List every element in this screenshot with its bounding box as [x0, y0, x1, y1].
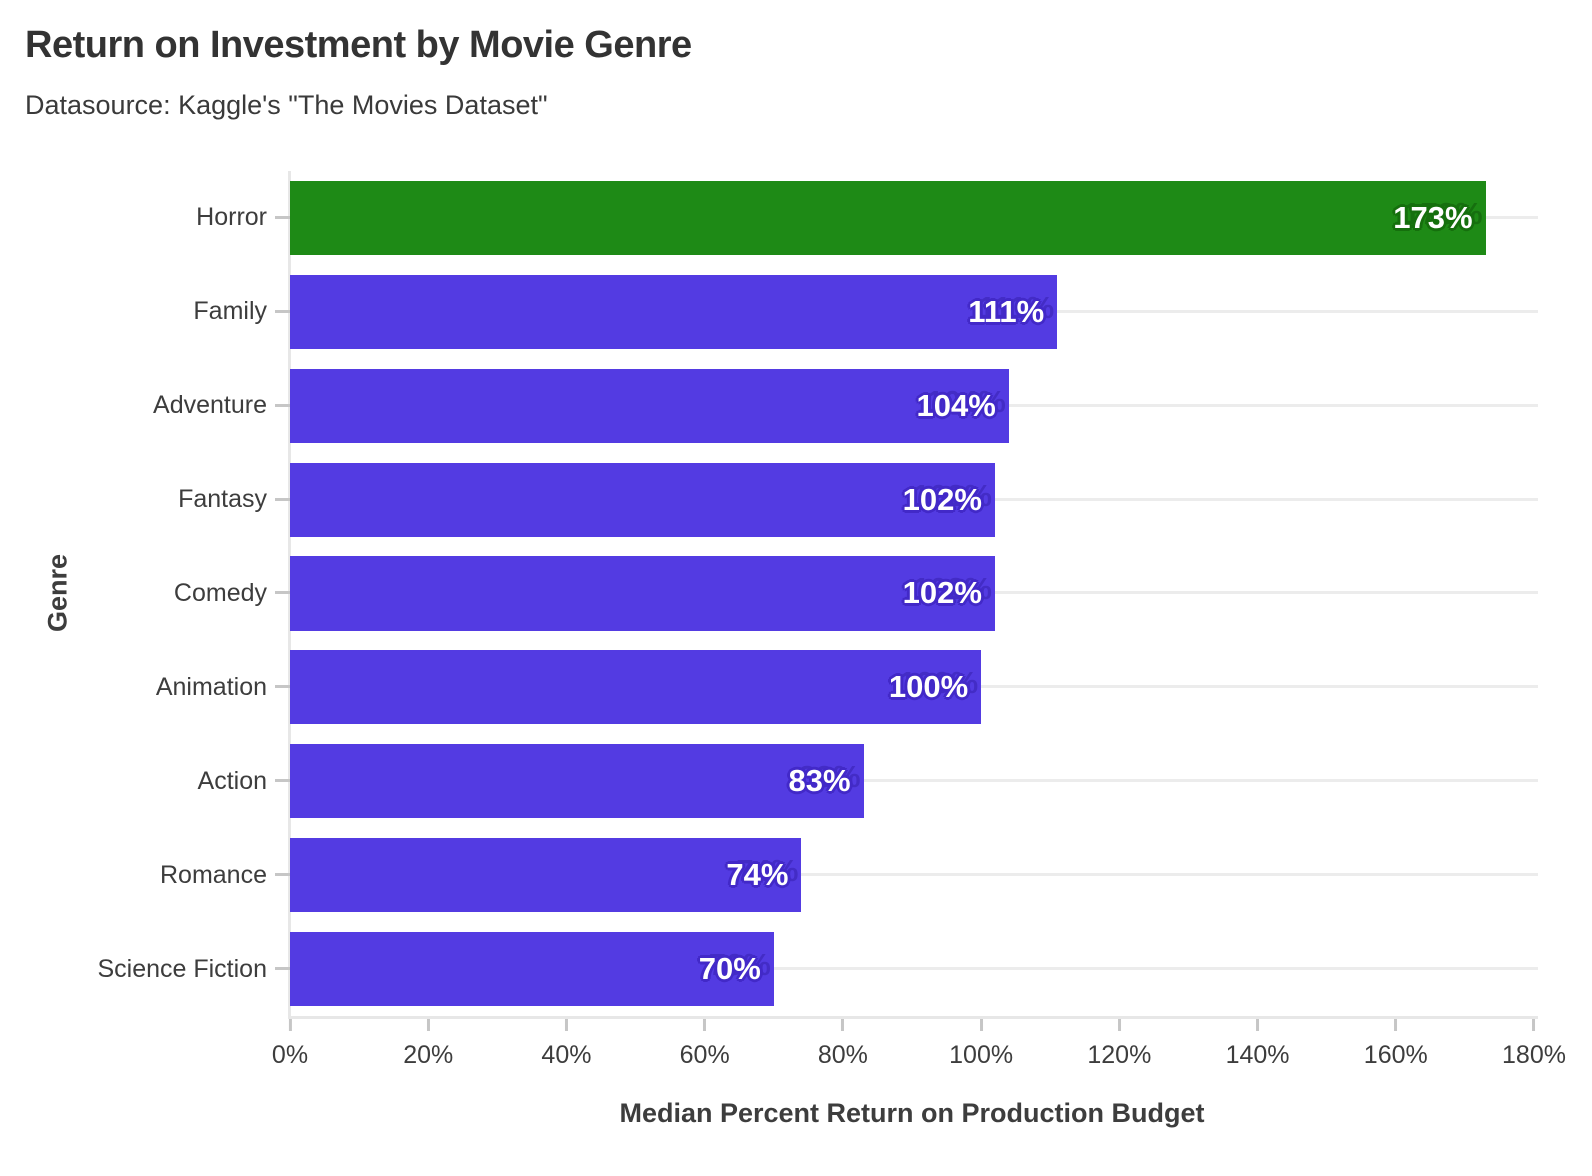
- x-tick-80: 80%: [818, 1019, 868, 1070]
- x-tick-120: 120%: [1087, 1019, 1151, 1070]
- x-axis: 0% 20% 40% 60% 80% 100% 120% 140% 160% 180%: [272, 1019, 1566, 1099]
- category-row-action: Action 83%: [198, 734, 1538, 828]
- category-label: Science Fiction: [97, 954, 267, 983]
- gridline: [290, 873, 1538, 877]
- bar-value-label: 70%: [698, 951, 761, 987]
- bar-value-label: 102%: [902, 575, 982, 611]
- category-row-family: Family 111%: [193, 265, 1538, 359]
- bar-comedy: 102%: [290, 556, 995, 631]
- bar-animation: 100%: [290, 650, 982, 725]
- y-tick-mark: [275, 873, 290, 877]
- plot-area: Horror 173% Family 111% Adventure 104% Fantasy…: [97, 171, 1538, 1016]
- bar-romance: 74%: [290, 838, 802, 913]
- y-axis-title: Genre: [42, 553, 73, 633]
- bar-value-label: 74%: [726, 857, 789, 893]
- x-tick-mark: [426, 1019, 430, 1031]
- category-label: Romance: [160, 860, 267, 889]
- gridline: [290, 967, 1538, 971]
- chart-title: Return on Investment by Movie Genre: [25, 24, 692, 66]
- gridline: [290, 779, 1538, 783]
- category-row-fantasy: Fantasy 102%: [178, 453, 1538, 547]
- x-tick-60: 60%: [680, 1019, 730, 1070]
- x-tick-label: 100%: [949, 1041, 1014, 1069]
- category-row-adventure: Adventure 104%: [153, 359, 1538, 453]
- bar-value-label: 83%: [788, 763, 851, 799]
- category-label: Horror: [196, 203, 267, 232]
- x-tick-0: 0%: [272, 1019, 308, 1070]
- x-tick-label: 160%: [1363, 1041, 1428, 1069]
- chart-subtitle: Datasource: Kaggle's "The Movies Dataset…: [25, 90, 548, 120]
- x-tick-40: 40%: [541, 1019, 591, 1070]
- x-tick-label: 0%: [271, 1041, 309, 1069]
- x-tick-label: 120%: [1087, 1041, 1152, 1069]
- x-tick-140: 140%: [1226, 1019, 1290, 1070]
- x-tick-label: 40%: [541, 1041, 592, 1069]
- bar-horror: 173%: [290, 180, 1486, 255]
- category-label: Family: [193, 297, 267, 326]
- category-row-horror: Horror 173%: [196, 171, 1538, 265]
- x-axis-title: Median Percent Return on Production Budg…: [619, 1098, 1205, 1128]
- y-tick-mark: [275, 309, 290, 313]
- bar-value-label: 104%: [916, 387, 996, 423]
- bar-value-label: 100%: [888, 669, 969, 705]
- bar-value-label: 111%: [968, 293, 1045, 329]
- bar-action: 83%: [290, 744, 864, 819]
- bar-fantasy: 102%: [290, 462, 995, 537]
- x-tick-mark: [703, 1019, 707, 1031]
- x-tick-label: 140%: [1225, 1041, 1290, 1069]
- y-tick-mark: [275, 497, 290, 501]
- category-label: Fantasy: [178, 485, 267, 514]
- y-tick-mark: [275, 591, 290, 595]
- category-row-science-fiction: Science Fiction 70%: [97, 922, 1538, 1016]
- x-tick-label: 60%: [679, 1041, 730, 1069]
- x-tick-180: 180%: [1502, 1019, 1566, 1070]
- x-tick-mark: [841, 1019, 845, 1031]
- category-label: Comedy: [173, 578, 267, 607]
- y-tick-mark: [275, 403, 290, 407]
- x-axis-line: [288, 1016, 1538, 1019]
- bar-adventure: 104%: [290, 368, 1009, 443]
- category-label: Action: [197, 766, 267, 795]
- x-tick-mark: [1117, 1019, 1121, 1031]
- x-tick-160: 160%: [1364, 1019, 1428, 1070]
- y-axis-line: [288, 171, 291, 1019]
- x-tick-mark: [564, 1019, 568, 1031]
- category-row-romance: Romance 74%: [160, 828, 1538, 922]
- x-tick-mark: [1394, 1019, 1398, 1031]
- y-tick-mark: [275, 685, 290, 689]
- y-tick-mark: [275, 967, 290, 971]
- x-tick-label: 80%: [817, 1041, 868, 1069]
- x-tick-20: 20%: [403, 1019, 453, 1070]
- x-tick-label: 20%: [403, 1041, 454, 1069]
- bar-family: 111%: [290, 274, 1058, 349]
- category-label: Animation: [155, 672, 267, 701]
- y-tick-mark: [275, 215, 290, 219]
- bar-science-fiction: 70%: [290, 931, 774, 1007]
- x-tick-label: 180%: [1502, 1041, 1566, 1069]
- category-row-comedy: Comedy 102%: [174, 547, 1538, 641]
- x-tick-mark: [1256, 1019, 1260, 1031]
- x-tick-mark: [979, 1019, 983, 1031]
- bar-value-label: 173%: [1393, 199, 1473, 235]
- bar-value-label: 102%: [902, 481, 982, 517]
- x-tick-mark: [1532, 1019, 1536, 1031]
- x-tick-mark: [288, 1019, 292, 1031]
- category-row-animation: Animation 100%: [156, 640, 1538, 734]
- y-tick-mark: [275, 779, 290, 783]
- category-label: Adventure: [153, 391, 267, 420]
- x-tick-100: 100%: [949, 1019, 1013, 1070]
